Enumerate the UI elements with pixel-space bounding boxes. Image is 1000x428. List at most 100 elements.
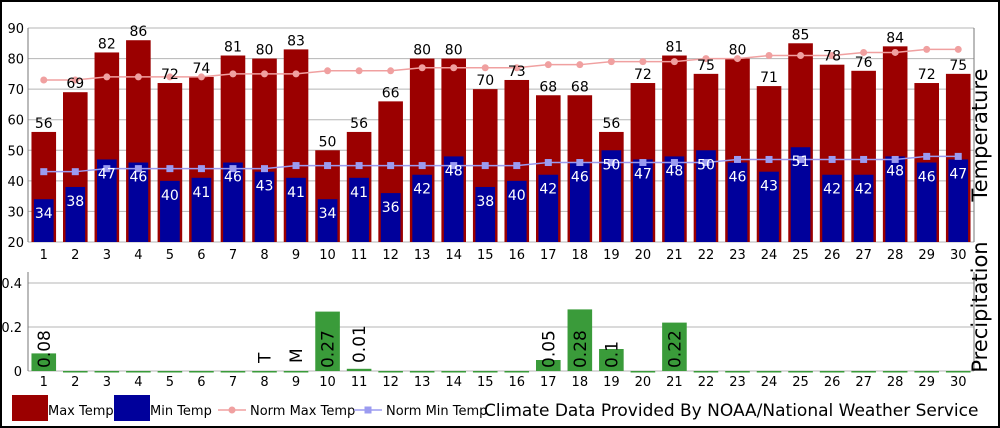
norm-max-temp-point [450, 64, 458, 72]
norm-max-temp-point [355, 67, 363, 75]
precipitation-day-label: 16 [508, 375, 525, 390]
precipitation-day-label: 26 [824, 375, 841, 390]
max-temp-label: 50 [319, 134, 337, 150]
min-temp-bar [664, 156, 685, 242]
norm-max-temp-point [765, 52, 773, 60]
temperature-day-label: 1 [40, 248, 48, 263]
norm-min-temp-point [261, 165, 268, 173]
norm-max-temp-point [670, 58, 678, 66]
temperature-day-label: 23 [729, 248, 746, 263]
min-temp-bar [601, 150, 622, 242]
temperature-tick-label: 80 [7, 53, 24, 68]
max-temp-label: 80 [445, 43, 463, 59]
precipitation-day-label: 14 [445, 375, 462, 390]
temperature-tick-label: 60 [7, 114, 24, 129]
temperature-day-label: 24 [761, 248, 778, 263]
norm-max-temp-point [40, 76, 48, 84]
max-temp-label: 69 [66, 76, 84, 92]
precipitation-label: 0.05 [539, 330, 559, 368]
precipitation-x-ticks: 1 2 3 4 5 6 7 8 9 10 11 12 13 14 15 16 17 18 19 20 21 22 23 24 2… [40, 375, 967, 390]
precipitation-day-label: 15 [477, 375, 494, 390]
min-temp-label: 34 [319, 206, 337, 222]
min-temp-bar [633, 159, 653, 242]
temperature-day-label: 22 [698, 248, 715, 263]
norm-max-temp-point [702, 55, 710, 63]
precipitation-bar [472, 371, 498, 373]
norm-min-temp-point [734, 155, 741, 163]
min-temp-legend-label: Min Temp [150, 404, 212, 419]
temperature-day-label: 7 [229, 248, 237, 263]
max-temp-label: 56 [350, 116, 368, 132]
min-temp-label: 40 [161, 188, 179, 204]
temperature-day-label: 21 [666, 248, 683, 263]
min-temp-label: 51 [792, 154, 810, 170]
norm-min-temp-point [481, 162, 489, 170]
precipitation-bar [220, 371, 246, 373]
temperature-tick-label: 40 [7, 175, 24, 190]
precipitation-bar [756, 371, 782, 373]
precipitation-axis-label: Precipitation [968, 241, 992, 372]
min-temp-bar [569, 162, 590, 242]
min-temp-bar [33, 199, 54, 242]
temperature-x-ticks: 1 2 3 4 5 6 7 8 9 10 11 12 13 14 15 16 17 18 19 20 21 22 23 24 2… [40, 248, 967, 263]
min-temp-bar [696, 150, 716, 242]
max-temp-label: 70 [476, 73, 494, 89]
min-temp-label: 41 [287, 185, 305, 201]
max-temp-label: 76 [855, 55, 873, 71]
temperature-tick-label: 20 [7, 236, 24, 251]
norm-max-temp-point [607, 58, 615, 66]
norm-max-temp-point [324, 67, 332, 75]
temperature-day-label: 15 [477, 248, 494, 263]
max-temp-label: 80 [413, 43, 431, 59]
precipitation-bar [504, 371, 530, 373]
max-temp-label: 71 [760, 70, 778, 86]
min-temp-bar [65, 186, 86, 242]
max-temp-label: 81 [224, 40, 242, 56]
norm-min-temp-point [923, 152, 931, 160]
norm-max-temp-point [71, 76, 79, 84]
norm-min-temp-point [134, 165, 142, 173]
precipitation-label: M [287, 348, 307, 363]
norm-min-temp-line [43, 155, 959, 173]
precipitation-bar [662, 322, 687, 371]
min-temp-label: 46 [571, 170, 589, 186]
norm-min-temp-point [292, 162, 300, 170]
norm-max-temp-point [481, 64, 489, 72]
min-temp-label: 41 [350, 185, 368, 201]
norm-min-temp-point [544, 159, 552, 167]
min-temp-label: 46 [129, 170, 147, 186]
precipitation-tick-label: 0.4 [2, 277, 22, 292]
min-temp-label: 47 [949, 166, 967, 182]
precipitation-bar [536, 360, 561, 371]
norm-max-temp-point [860, 48, 868, 56]
precipitation-label: T [256, 352, 276, 364]
temperature-day-label: 6 [197, 248, 205, 263]
legend: Max Temp Min Temp Norm Max Temp Norm Min Te… [12, 395, 487, 421]
min-temp-label: 43 [760, 179, 778, 195]
min-temp-bar [790, 147, 811, 242]
temperature-day-label: 2 [71, 248, 79, 263]
min-temp-bar [443, 156, 464, 242]
precipitation-day-label: 19 [603, 375, 620, 390]
precipitation-bar [378, 371, 403, 373]
max-temp-label: 84 [886, 30, 904, 46]
temperature-day-label: 12 [382, 248, 399, 263]
precipitation-bar [346, 368, 372, 371]
max-temp-label: 81 [666, 40, 684, 56]
min-temp-bar [948, 159, 969, 242]
precipitation-day-label: 5 [166, 375, 174, 390]
min-temp-label: 41 [193, 185, 211, 201]
norm-max-temp-point [639, 58, 647, 66]
precipitation-day-label: 8 [260, 375, 268, 390]
min-temp-label: 43 [256, 179, 274, 195]
norm-min-temp-point [891, 155, 899, 163]
max-temp-label: 72 [161, 67, 179, 83]
precipitation-day-label: 29 [918, 375, 935, 390]
precipitation-label: 0.01 [350, 325, 370, 363]
temperature-day-label: 17 [540, 248, 557, 263]
max-temp-label: 74 [193, 61, 211, 77]
min-temp-label: 48 [445, 163, 463, 179]
min-temp-bar [380, 193, 401, 242]
min-temp-label: 38 [66, 194, 84, 210]
